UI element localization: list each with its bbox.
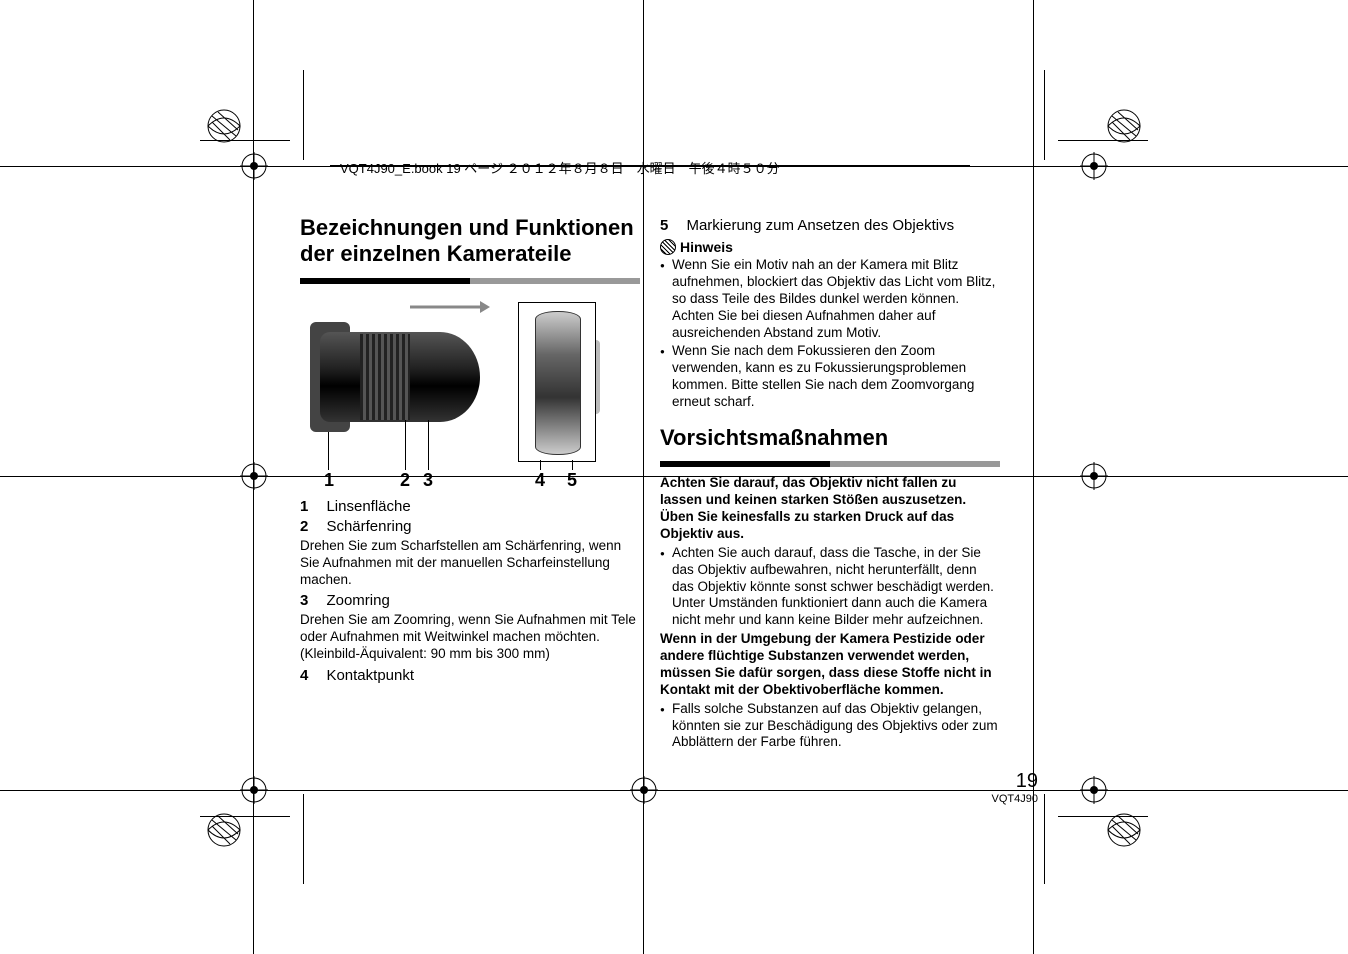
- notes-list-1: Wenn Sie ein Motiv nah an der Kamera mit…: [660, 257, 1000, 411]
- item-2: 2 Schärfenring: [300, 518, 640, 536]
- hinweis-heading: Hinweis: [660, 239, 1000, 255]
- corner-globe-icon: [206, 812, 242, 848]
- heading-underline: [660, 461, 1000, 467]
- corner-globe-icon: [1106, 812, 1142, 848]
- content-columns: Bezeichnungen und Funktionen der einzeln…: [300, 215, 1000, 753]
- diagram-label-1: 1: [324, 470, 334, 491]
- leader-line: [428, 420, 429, 470]
- item-num: 1: [300, 498, 322, 515]
- lens-diagram: 1 2 3 4 5: [310, 292, 600, 492]
- registration-mark: [1080, 152, 1108, 180]
- guide-line: [0, 790, 1348, 791]
- registration-mark: [1080, 776, 1108, 804]
- arrow-icon: [410, 300, 490, 314]
- heading-parts: Bezeichnungen und Funktionen der einzeln…: [300, 215, 640, 268]
- crop-mark: [303, 794, 304, 884]
- diagram-label-5: 5: [567, 470, 577, 491]
- hinweis-label: Hinweis: [680, 239, 733, 255]
- left-column: Bezeichnungen und Funktionen der einzeln…: [300, 215, 640, 753]
- leader-line: [328, 432, 329, 470]
- lens-inset: [518, 302, 596, 462]
- corner-globe-icon: [1106, 108, 1142, 144]
- heading-underline: [300, 278, 640, 284]
- registration-mark: [240, 152, 268, 180]
- crop-mark: [1044, 794, 1045, 884]
- item-num: 5: [660, 217, 682, 234]
- note-item: Falls solche Substanzen auf das Objektiv…: [660, 701, 1000, 752]
- note-item: Achten Sie auch darauf, dass die Tasche,…: [660, 545, 1000, 629]
- page-footer: 19 VQT4J90: [992, 770, 1038, 805]
- diagram-label-4: 4: [535, 470, 545, 491]
- item-name: Schärfenring: [326, 518, 411, 535]
- item-4: 4 Kontaktpunkt: [300, 667, 640, 685]
- item-num: 3: [300, 592, 322, 609]
- diagram-label-3: 3: [423, 470, 433, 491]
- leader-line: [572, 460, 573, 470]
- item-num: 4: [300, 667, 322, 684]
- notes-list-3: Falls solche Substanzen auf das Objektiv…: [660, 701, 1000, 752]
- registration-mark: [240, 776, 268, 804]
- item-3: 3 Zoomring: [300, 592, 640, 610]
- bold-paragraph: Achten Sie darauf, das Objektiv nicht fa…: [660, 475, 1000, 543]
- guide-line: [1033, 0, 1034, 954]
- leader-line: [405, 420, 406, 470]
- item-desc: Drehen Sie am Zoomring, wenn Sie Aufnahm…: [300, 612, 640, 663]
- publication-id: VQT4J90: [992, 793, 1038, 805]
- right-column: 5 Markierung zum Ansetzen des Objektivs …: [660, 215, 1000, 753]
- page-number: 19: [992, 770, 1038, 793]
- note-item: Wenn Sie ein Motiv nah an der Kamera mit…: [660, 257, 1000, 341]
- crop-mark: [303, 70, 304, 160]
- diagram-label-2: 2: [400, 470, 410, 491]
- bold-paragraph: Wenn in der Umgebung der Kamera Pestizid…: [660, 631, 1000, 699]
- item-name: Linsenfläche: [326, 498, 410, 515]
- item-desc: Drehen Sie zum Scharfstellen am Schärfen…: [300, 538, 640, 589]
- item-name: Markierung zum Ansetzen des Objektivs: [686, 217, 954, 234]
- crop-mark: [1044, 70, 1045, 160]
- corner-globe-icon: [206, 108, 242, 144]
- lens-ribs: [360, 334, 410, 420]
- notes-list-2: Achten Sie auch darauf, dass die Tasche,…: [660, 545, 1000, 629]
- item-name: Kontaktpunkt: [326, 667, 414, 684]
- heading-precautions: Vorsichtsmaßnahmen: [660, 425, 1000, 451]
- registration-mark: [240, 462, 268, 490]
- leader-line: [540, 460, 541, 470]
- item-name: Zoomring: [326, 592, 389, 609]
- header-text: VQT4J90_E.book 19 ページ ２０１２年８月８日 水曜日 午後４時…: [340, 158, 780, 177]
- note-item: Wenn Sie nach dem Fokussieren den Zoom v…: [660, 343, 1000, 411]
- registration-mark: [630, 776, 658, 804]
- registration-mark: [1080, 462, 1108, 490]
- inset-lens: [535, 311, 581, 455]
- item-5: 5 Markierung zum Ansetzen des Objektivs: [660, 217, 1000, 235]
- item-1: 1 Linsenfläche: [300, 498, 640, 516]
- note-icon: [660, 239, 676, 255]
- item-num: 2: [300, 518, 322, 535]
